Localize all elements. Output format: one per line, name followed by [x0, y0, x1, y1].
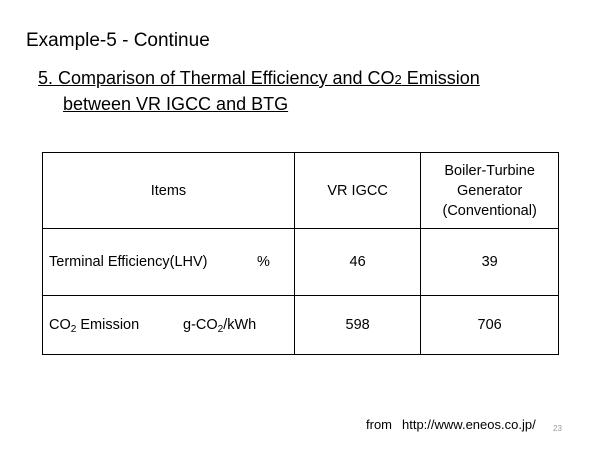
- header-btg-line-3: (Conventional): [442, 202, 537, 219]
- table-row-co2: CO2 Emission g-CO2/kWh 598 706: [42, 295, 559, 355]
- section-heading: 5. Comparison of Thermal Efficiency and …: [38, 66, 480, 117]
- heading-line-1: 5. Comparison of Thermal Efficiency and …: [38, 68, 480, 88]
- table-header-row: Items VR IGCC Boiler-Turbine Generator (…: [42, 152, 559, 229]
- source-url: http://www.eneos.co.jp/: [402, 417, 536, 432]
- source-prefix: from: [366, 417, 392, 432]
- efficiency-unit: %: [257, 254, 270, 270]
- efficiency-vr-igcc: 46: [293, 228, 422, 296]
- efficiency-label: Terminal Efficiency(LHV): [49, 254, 208, 270]
- co2-label: CO2 Emission: [49, 317, 140, 335]
- co2-btg: 706: [420, 295, 559, 355]
- header-btg-line-1: Boiler-Turbine: [444, 162, 535, 179]
- header-btg: Boiler-Turbine Generator (Conventional): [420, 152, 559, 229]
- efficiency-label-cell: Terminal Efficiency(LHV) %: [42, 228, 295, 296]
- header-btg-line-2: Generator: [456, 182, 523, 199]
- header-items: Items: [42, 152, 295, 229]
- co2-unit: g-CO2/kWh: [183, 317, 257, 335]
- co2-label-cell: CO2 Emission g-CO2/kWh: [42, 295, 295, 355]
- efficiency-btg: 39: [420, 228, 559, 296]
- slide-title: Example-5 - Continue: [26, 30, 210, 51]
- heading-line-2: between VR IGCC and BTG: [63, 94, 289, 114]
- source-citation: from http://www.eneos.co.jp/: [366, 417, 536, 432]
- comparison-table: Items VR IGCC Boiler-Turbine Generator (…: [42, 152, 559, 355]
- co2-vr-igcc: 598: [293, 295, 422, 355]
- table-row-efficiency: Terminal Efficiency(LHV) % 46 39: [42, 228, 559, 296]
- header-vr-igcc: VR IGCC: [293, 152, 422, 229]
- page-number: 23: [553, 424, 562, 433]
